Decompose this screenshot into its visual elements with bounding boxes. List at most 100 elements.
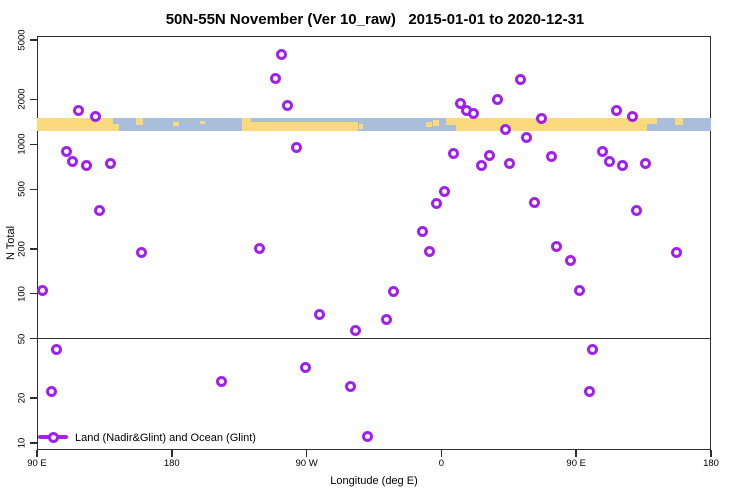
y-tick-label: 5000 [16, 29, 28, 51]
data-point [67, 155, 79, 167]
y-tick [30, 98, 37, 101]
data-point [381, 314, 393, 326]
y-tick-label: 50 [16, 333, 28, 344]
x-tick-label: 90 E [566, 458, 586, 469]
y-tick-label: 10 [16, 437, 28, 449]
data-point [417, 225, 429, 237]
land-segment [426, 121, 432, 128]
data-point [300, 362, 312, 374]
data-point [545, 150, 557, 162]
land-segment [173, 122, 179, 127]
data-point [603, 155, 615, 167]
data-point [290, 141, 302, 153]
data-point [60, 146, 72, 158]
data-point [515, 74, 527, 86]
chart-title: 50N-55N November (Ver 10_raw) 2015-01-01… [165, 11, 585, 28]
data-point [253, 243, 265, 255]
y-tick-label: 1000 [16, 133, 28, 155]
data-point [136, 246, 148, 258]
data-point [89, 111, 101, 123]
data-point [565, 254, 577, 266]
data-point [455, 97, 467, 109]
data-point [521, 131, 533, 143]
data-point [447, 147, 459, 159]
data-point [104, 157, 116, 169]
data-point [387, 285, 399, 297]
data-point [349, 324, 361, 336]
data-point [80, 159, 92, 171]
data-point [215, 375, 227, 387]
data-point [423, 245, 435, 257]
x-tick-label: 90 E [27, 458, 47, 469]
land-segment [675, 118, 683, 125]
x-tick-label: 0 [438, 458, 445, 469]
data-point [468, 108, 480, 120]
land-segment [200, 120, 205, 124]
x-tick-label: 180 [703, 458, 719, 469]
land-segment [359, 124, 363, 129]
data-point [46, 386, 58, 398]
data-point [596, 146, 608, 158]
y-tick [30, 397, 37, 399]
data-point [611, 105, 623, 117]
data-point [504, 157, 516, 169]
data-point [313, 308, 325, 320]
data-point [361, 431, 373, 443]
y-tick [30, 39, 37, 41]
x-tick-label: 180 [163, 458, 180, 469]
y-tick-label: 20 [16, 392, 28, 404]
data-point [431, 198, 443, 210]
land-segment [242, 122, 358, 131]
x-tick [171, 450, 173, 457]
land-segment [646, 118, 658, 124]
data-point [492, 94, 504, 106]
data-point [73, 105, 85, 117]
land-segment [445, 118, 647, 131]
data-point [536, 113, 548, 125]
legend-label: Land (Nadir&Glint) and Ocean (Glint) [75, 431, 256, 444]
y-tick [30, 292, 37, 295]
reference-line [37, 338, 711, 340]
x-tick [575, 450, 577, 457]
y-tick [30, 248, 37, 250]
data-point [551, 241, 563, 253]
x-axis-title: Longitude (deg E) [330, 475, 418, 487]
data-point [438, 186, 450, 198]
data-point [528, 196, 540, 208]
x-tick [710, 450, 712, 457]
data-point [282, 99, 294, 111]
y-tick [30, 337, 37, 340]
land-segment [433, 119, 440, 127]
data-point [37, 285, 49, 297]
data-point [499, 124, 511, 136]
land-segment [112, 123, 119, 131]
data-point [269, 72, 281, 84]
y-tick [30, 188, 37, 191]
plot-area-border [37, 36, 711, 450]
data-point [275, 49, 287, 60]
y-tick [30, 442, 37, 444]
y-tick-label: 200 [16, 240, 28, 257]
data-point [483, 150, 495, 162]
data-point [93, 205, 105, 217]
data-point [574, 285, 586, 297]
ocean-patch [445, 124, 456, 131]
y-tick-label: 2000 [16, 88, 28, 111]
x-tick-label: 90 W [295, 458, 318, 469]
data-point [626, 111, 638, 123]
legend-point-marker [47, 431, 59, 443]
data-point [671, 246, 683, 258]
y-tick [30, 143, 37, 146]
data-point [630, 205, 642, 217]
y-tick-label: 500 [16, 181, 28, 198]
y-axis-title: N Total [5, 225, 17, 261]
data-point [587, 344, 599, 356]
land-segment [135, 118, 144, 125]
data-point [584, 386, 596, 398]
y-tick-label: 100 [16, 285, 28, 302]
land-segment [37, 118, 113, 131]
data-point [475, 160, 487, 172]
data-point [617, 159, 629, 171]
data-point [640, 157, 652, 169]
